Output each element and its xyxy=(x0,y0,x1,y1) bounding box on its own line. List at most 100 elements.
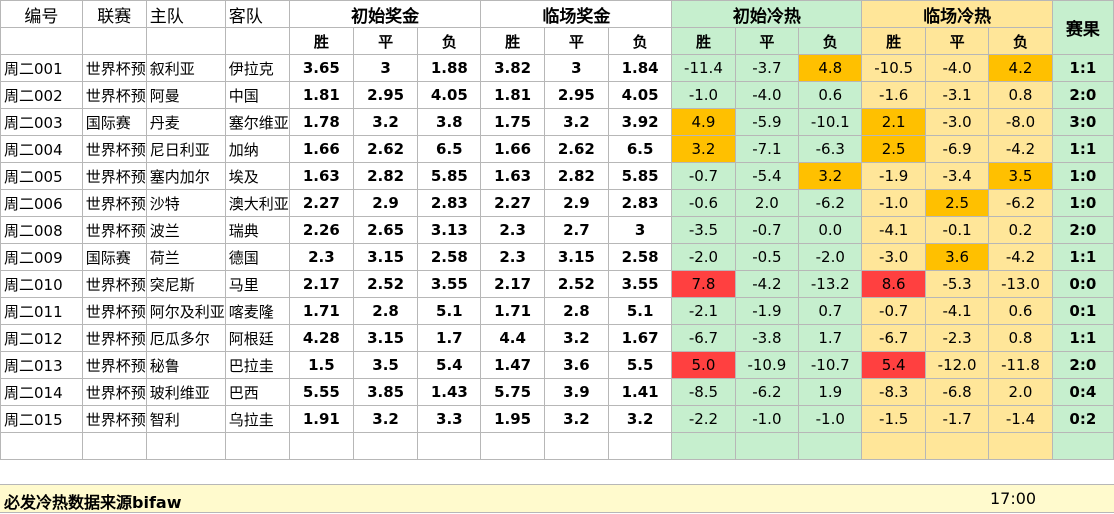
cell-league[interactable]: 世界杯预 xyxy=(81,324,147,352)
cell-init-odds-lose[interactable]: 1.7 xyxy=(417,324,482,352)
cell-live-heat-win[interactable]: 2.5 xyxy=(861,135,926,163)
header-away[interactable]: 客队 xyxy=(224,0,290,28)
cell-live-heat-win[interactable]: 2.1 xyxy=(861,108,926,136)
header-live-heat[interactable]: 临场冷热 xyxy=(861,0,1053,28)
cell-empty[interactable] xyxy=(417,432,482,460)
cell-live-heat-win[interactable]: -1.9 xyxy=(861,162,926,190)
cell-live-odds-win[interactable]: 1.95 xyxy=(480,405,545,433)
cell-live-odds-draw[interactable]: 3 xyxy=(543,54,609,82)
cell-league[interactable]: 世界杯预 xyxy=(81,270,147,298)
cell-live-odds-win[interactable]: 1.75 xyxy=(480,108,545,136)
cell-live-odds-lose[interactable]: 2.58 xyxy=(607,243,673,271)
cell-league[interactable]: 世界杯预 xyxy=(81,216,147,244)
cell-match-id[interactable]: 周二008 xyxy=(0,216,83,244)
cell-empty[interactable] xyxy=(798,432,863,460)
cell-live-odds-draw[interactable]: 3.2 xyxy=(543,405,609,433)
cell-init-heat-lose[interactable]: 1.9 xyxy=(798,378,863,406)
cell-live-odds-draw[interactable]: 2.62 xyxy=(543,135,609,163)
cell-init-heat-win[interactable]: -2.0 xyxy=(671,243,736,271)
cell-live-heat-lose[interactable]: 0.8 xyxy=(988,81,1053,109)
cell-live-odds-draw[interactable]: 3.2 xyxy=(543,324,609,352)
cell-match-id[interactable]: 周二002 xyxy=(0,81,83,109)
cell-init-odds-win[interactable]: 2.17 xyxy=(288,270,354,298)
cell-init-heat-win[interactable]: -8.5 xyxy=(671,378,736,406)
cell-home-team[interactable]: 厄瓜多尔 xyxy=(145,324,226,352)
cell-init-heat-draw[interactable]: -1.0 xyxy=(734,405,800,433)
cell-empty[interactable] xyxy=(543,432,609,460)
cell-empty[interactable] xyxy=(734,432,800,460)
subheader-live-win[interactable]: 胜 xyxy=(480,27,545,55)
cell-init-heat-lose[interactable]: -6.3 xyxy=(798,135,863,163)
cell-result[interactable]: 1:0 xyxy=(1051,189,1114,217)
cell-init-heat-lose[interactable]: 0.0 xyxy=(798,216,863,244)
cell-live-odds-win[interactable]: 1.81 xyxy=(480,81,545,109)
cell-live-heat-draw[interactable]: -0.1 xyxy=(924,216,990,244)
cell-init-odds-draw[interactable]: 2.8 xyxy=(352,297,419,325)
cell-live-heat-draw[interactable]: -12.0 xyxy=(924,351,990,379)
cell-init-heat-draw[interactable]: -3.7 xyxy=(734,54,800,82)
cell-result[interactable]: 3:0 xyxy=(1051,108,1114,136)
cell-init-heat-lose[interactable]: 3.2 xyxy=(798,162,863,190)
cell-league[interactable]: 世界杯预 xyxy=(81,54,147,82)
header-home[interactable]: 主队 xyxy=(145,0,226,28)
cell-init-odds-lose[interactable]: 1.43 xyxy=(417,378,482,406)
cell-init-odds-win[interactable]: 1.63 xyxy=(288,162,354,190)
cell-away-team[interactable]: 伊拉克 xyxy=(224,54,290,82)
cell-empty[interactable] xyxy=(145,432,226,460)
cell-init-odds-win[interactable]: 3.65 xyxy=(288,54,354,82)
cell-init-odds-win[interactable]: 1.5 xyxy=(288,351,354,379)
cell-match-id[interactable]: 周二004 xyxy=(0,135,83,163)
cell-league[interactable]: 世界杯预 xyxy=(81,351,147,379)
cell-empty[interactable] xyxy=(288,432,354,460)
cell-live-heat-lose[interactable]: 0.2 xyxy=(988,216,1053,244)
cell-init-heat-win[interactable]: -11.4 xyxy=(671,54,736,82)
cell-init-odds-lose[interactable]: 3.55 xyxy=(417,270,482,298)
cell-init-heat-lose[interactable]: -6.2 xyxy=(798,189,863,217)
cell-empty[interactable] xyxy=(81,432,147,460)
cell-live-odds-win[interactable]: 2.3 xyxy=(480,243,545,271)
cell-init-odds-lose[interactable]: 2.58 xyxy=(417,243,482,271)
cell-result[interactable]: 1:1 xyxy=(1051,243,1114,271)
subheader-live-lose[interactable]: 负 xyxy=(607,27,673,55)
cell-empty[interactable] xyxy=(861,432,926,460)
cell-init-odds-lose[interactable]: 3.13 xyxy=(417,216,482,244)
cell-live-odds-draw[interactable]: 2.52 xyxy=(543,270,609,298)
cell-match-id[interactable]: 周二013 xyxy=(0,351,83,379)
cell-live-heat-win[interactable]: -10.5 xyxy=(861,54,926,82)
cell-away-team[interactable]: 塞尔维亚 xyxy=(224,108,290,136)
cell-match-id[interactable]: 周二003 xyxy=(0,108,83,136)
cell-live-heat-draw[interactable]: -6.8 xyxy=(924,378,990,406)
cell-init-heat-win[interactable]: 4.9 xyxy=(671,108,736,136)
cell-away-team[interactable]: 阿根廷 xyxy=(224,324,290,352)
cell-init-heat-lose[interactable]: -10.7 xyxy=(798,351,863,379)
cell-init-odds-draw[interactable]: 3.2 xyxy=(352,405,419,433)
cell-init-odds-lose[interactable]: 3.8 xyxy=(417,108,482,136)
cell-init-heat-draw[interactable]: -10.9 xyxy=(734,351,800,379)
cell-init-odds-lose[interactable]: 1.88 xyxy=(417,54,482,82)
cell-empty[interactable] xyxy=(224,27,290,55)
cell-init-odds-win[interactable]: 2.27 xyxy=(288,189,354,217)
subheader-init-draw[interactable]: 平 xyxy=(352,27,419,55)
cell-league[interactable]: 世界杯预 xyxy=(81,162,147,190)
cell-init-odds-draw[interactable]: 2.65 xyxy=(352,216,419,244)
cell-init-odds-lose[interactable]: 5.85 xyxy=(417,162,482,190)
cell-init-odds-lose[interactable]: 4.05 xyxy=(417,81,482,109)
cell-live-heat-draw[interactable]: -3.4 xyxy=(924,162,990,190)
cell-empty[interactable] xyxy=(352,432,419,460)
cell-result[interactable]: 2:0 xyxy=(1051,81,1114,109)
subheader-lheat-lose[interactable]: 负 xyxy=(988,27,1053,55)
cell-init-odds-lose[interactable]: 2.83 xyxy=(417,189,482,217)
subheader-init-win[interactable]: 胜 xyxy=(288,27,354,55)
cell-init-heat-win[interactable]: 3.2 xyxy=(671,135,736,163)
header-live-odds[interactable]: 临场奖金 xyxy=(480,0,673,28)
cell-init-odds-win[interactable]: 2.3 xyxy=(288,243,354,271)
cell-init-odds-draw[interactable]: 2.62 xyxy=(352,135,419,163)
cell-away-team[interactable]: 加纳 xyxy=(224,135,290,163)
cell-init-heat-win[interactable]: -2.1 xyxy=(671,297,736,325)
cell-empty[interactable] xyxy=(0,27,83,55)
cell-result[interactable]: 1:1 xyxy=(1051,54,1114,82)
cell-init-heat-draw[interactable]: -5.9 xyxy=(734,108,800,136)
cell-away-team[interactable]: 德国 xyxy=(224,243,290,271)
cell-result[interactable]: 1:1 xyxy=(1051,135,1114,163)
cell-away-team[interactable]: 喀麦隆 xyxy=(224,297,290,325)
